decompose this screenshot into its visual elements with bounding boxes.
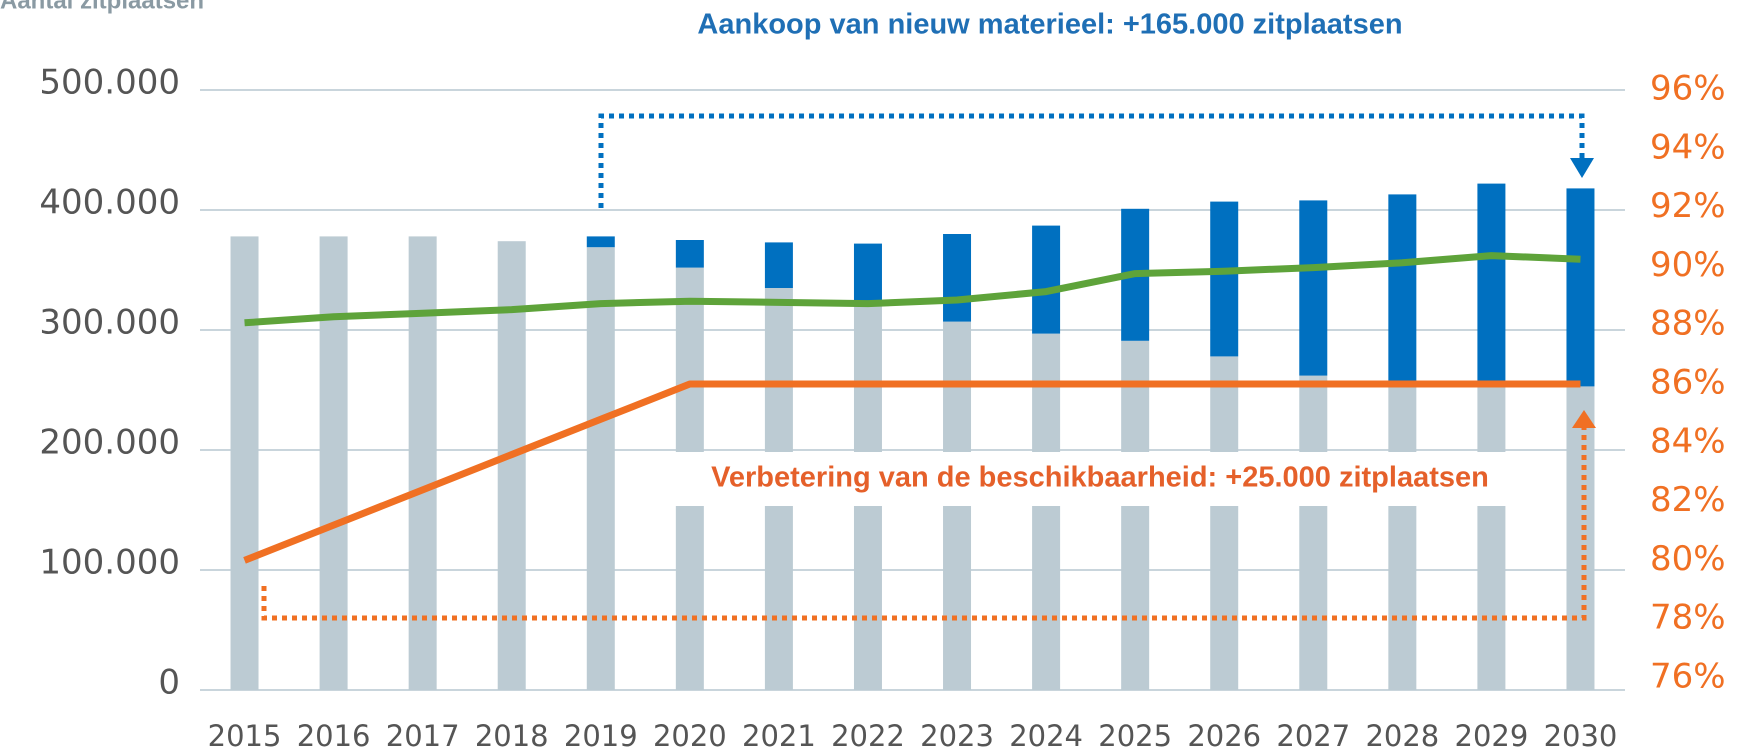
y2-tick-label: 92% [1650, 186, 1726, 226]
y-tick-label: 100.000 [39, 543, 180, 583]
bar [1566, 386, 1595, 690]
annotation: Aankoop van nieuw materieel: +165.000 zi… [697, 9, 1402, 41]
bar [1388, 194, 1417, 382]
y2-tick-label: 94% [1650, 127, 1726, 167]
y2-tick-label: 84% [1650, 421, 1726, 461]
bar [1477, 381, 1506, 690]
bar [586, 247, 615, 690]
x-tick-label: 2015 [208, 719, 282, 753]
chart-title: Aantal zitplaatsen [0, 0, 204, 14]
x-tick-label: 2020 [653, 719, 727, 753]
bar [230, 236, 259, 690]
y2-tick-label: 90% [1650, 245, 1726, 285]
bar [1566, 188, 1595, 387]
blue-arrowhead [1570, 158, 1594, 178]
bars [230, 183, 1595, 690]
bar [1477, 183, 1506, 382]
y-tick-label: 0 [158, 663, 180, 703]
blue-arrow [598, 113, 1585, 208]
y2-tick-label: 96% [1650, 69, 1726, 109]
y2-tick-label: 76% [1650, 657, 1726, 697]
bar [853, 243, 882, 306]
bar [764, 242, 793, 288]
x-tick-label: 2019 [564, 719, 638, 753]
x-tick-label: 2028 [1365, 719, 1439, 753]
x-tick-label: 2029 [1455, 719, 1529, 753]
x-tick-label: 2025 [1098, 719, 1172, 753]
bar [586, 236, 615, 248]
bar [1210, 356, 1239, 690]
orange-arrow [261, 428, 1587, 621]
bar [1299, 200, 1328, 376]
orange-arrowhead [1572, 410, 1596, 428]
bar [497, 241, 526, 690]
y2-tick-label: 80% [1650, 539, 1726, 579]
bar [1121, 340, 1150, 690]
x-tick-label: 2021 [742, 719, 816, 753]
y2-tick-label: 86% [1650, 363, 1726, 403]
bar [1032, 333, 1061, 690]
x-tick-label: 2027 [1276, 719, 1350, 753]
x-tick-label: 2026 [1187, 719, 1261, 753]
annotation-bg [660, 452, 1540, 506]
x-tick-label: 2024 [1009, 719, 1083, 753]
bar [943, 234, 972, 322]
y2-tick-label: 88% [1650, 304, 1726, 344]
x-tick-label: 2018 [475, 719, 549, 753]
x-tick-label: 2022 [831, 719, 905, 753]
bar [675, 240, 704, 268]
lines [243, 252, 1581, 564]
x-tick-label: 2017 [386, 719, 460, 753]
bar [319, 236, 348, 690]
x-tick-label: 2023 [920, 719, 994, 753]
bar [1210, 201, 1239, 357]
y2-tick-label: 82% [1650, 480, 1726, 520]
y-tick-label: 500.000 [39, 63, 180, 103]
bar [408, 236, 437, 690]
x-tick-label: 2016 [297, 719, 371, 753]
annotation: Verbetering van de beschikbaarheid: +25.… [711, 462, 1489, 494]
bar [1032, 225, 1061, 334]
y-tick-label: 400.000 [39, 183, 180, 223]
y-tick-label: 200.000 [39, 423, 180, 463]
line [244, 252, 1581, 327]
x-tick-label: 2030 [1544, 719, 1618, 753]
bar [1388, 381, 1417, 690]
line [243, 380, 1581, 564]
y-tick-label: 300.000 [39, 303, 180, 343]
y2-tick-label: 78% [1650, 598, 1726, 638]
grid: 0 100.000 200.000 300.000 400.000 500.000 76% 7… [39, 63, 1725, 754]
bar [1299, 375, 1328, 690]
